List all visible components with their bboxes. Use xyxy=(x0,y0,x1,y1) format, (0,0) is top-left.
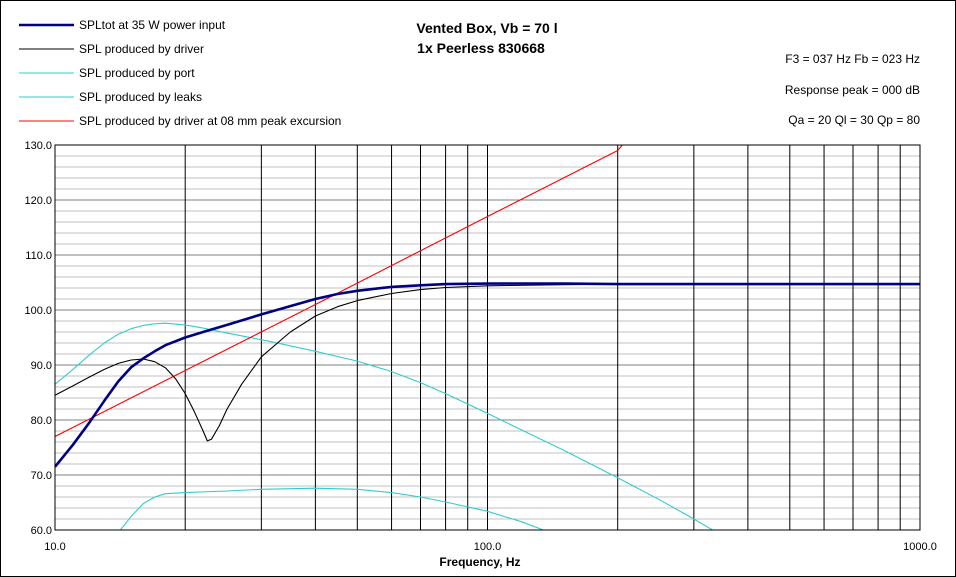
y-tick-label: 80.0 xyxy=(31,415,52,427)
y-tick-labels: 60.0 70.0 80.0 90.0 100.0 110.0 120.0 130.0 xyxy=(24,140,52,537)
series-line-3 xyxy=(119,487,545,530)
legend-label: SPLtot at 35 W power input xyxy=(79,18,226,32)
series-line-2 xyxy=(55,322,714,530)
y-tick-label: 110.0 xyxy=(25,250,52,262)
legend-label: SPL produced by driver at 08 mm peak exc… xyxy=(79,114,341,128)
legend: SPLtot at 35 W power input SPL produced b… xyxy=(19,18,341,128)
x-axis-label: Frequency, Hz xyxy=(439,555,520,569)
series-line-4 xyxy=(55,145,623,437)
plot-border xyxy=(54,144,921,531)
y-tick-label: 120.0 xyxy=(24,195,52,207)
annotation-q-values: Qa = 20 Ql = 30 Qp = 80 xyxy=(788,113,920,127)
annotation-f3-fb: F3 = 037 Hz Fb = 023 Hz xyxy=(785,52,920,66)
x-tick-label: 100.0 xyxy=(474,541,502,553)
y-tick-label: 100.0 xyxy=(24,305,52,317)
legend-label: SPL produced by leaks xyxy=(79,90,202,104)
series-layer xyxy=(55,145,920,530)
y-tick-label: 90.0 xyxy=(31,360,52,372)
y-tick-label: 70.0 xyxy=(31,470,52,482)
legend-label: SPL produced by port xyxy=(79,66,195,80)
x-tick-label: 10.0 xyxy=(44,541,65,553)
chart-title: Vented Box, Vb = 70 l xyxy=(416,20,557,36)
x-tick-labels: 10.0 100.0 1000.0 xyxy=(44,541,937,553)
series-line-1 xyxy=(55,283,920,442)
grid xyxy=(55,145,920,530)
annotation-response-peak: Response peak = 000 dB xyxy=(785,83,920,97)
y-tick-label: 130.0 xyxy=(24,140,52,152)
y-tick-label: 60.0 xyxy=(31,525,52,537)
series-line-0 xyxy=(55,282,920,468)
chart-subtitle: 1x Peerless 830668 xyxy=(417,40,545,56)
legend-label: SPL produced by driver xyxy=(79,42,204,56)
x-tick-label: 1000.0 xyxy=(903,541,937,553)
